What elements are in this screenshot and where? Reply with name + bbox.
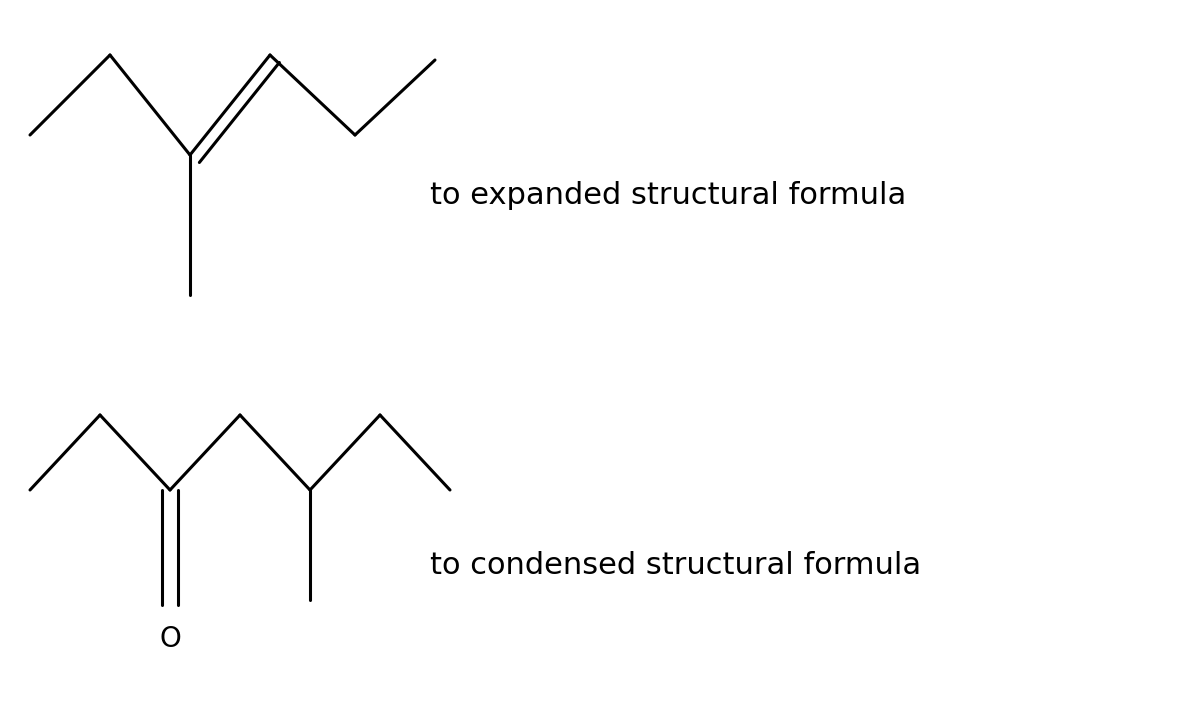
Text: O: O bbox=[160, 625, 181, 653]
Text: to expanded structural formula: to expanded structural formula bbox=[430, 181, 906, 210]
Text: to condensed structural formula: to condensed structural formula bbox=[430, 550, 922, 579]
